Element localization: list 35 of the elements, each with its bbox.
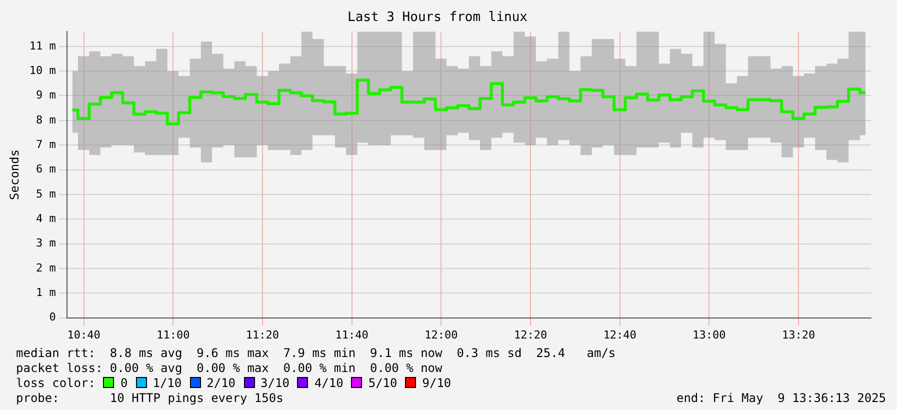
y-tick-label: 6 m [36, 162, 56, 176]
x-tick-label: 13:20 [782, 328, 816, 342]
x-tick-label: 11:20 [246, 328, 280, 342]
text: 9/10 [422, 376, 452, 390]
y-tick-label: 7 m [36, 138, 56, 151]
y-axis-title: Seconds [7, 149, 22, 200]
y-tick-label: 11 m [29, 39, 56, 52]
y-tick-label: 8 m [36, 113, 56, 126]
y-tick-label: 0 [49, 310, 56, 324]
x-tick-label: 12:00 [424, 328, 458, 342]
text: 4/10 [314, 376, 344, 390]
y-tick-label: 10 m [29, 64, 56, 77]
y-tick-label: 5 m [36, 187, 56, 200]
text: 0 [120, 376, 128, 390]
text: loss color: [16, 376, 96, 390]
x-tick-label: 12:40 [603, 328, 636, 342]
y-tick-label: 2 m [36, 261, 56, 274]
chart-title: Last 3 Hours from linux [347, 10, 528, 26]
text: packet loss: 0.00 % avg 0.00 % max 0.00 % min 0.00 % now [16, 361, 442, 375]
text: 1/10 [152, 376, 182, 390]
x-tick-label: 10:40 [67, 328, 100, 342]
y-tick-label: 3 m [36, 236, 56, 250]
text: 2/10 [206, 376, 236, 390]
text: probe: 10 HTTP pings every 150s [16, 391, 284, 405]
text: end: Fri May 9 13:36:13 2025 [676, 391, 886, 406]
x-tick-label: 11:00 [156, 328, 190, 342]
x-tick-label: 12:20 [514, 328, 548, 342]
y-tick-label: 4 m [36, 212, 56, 225]
text: 5/10 [368, 376, 398, 390]
y-tick-label: 1 m [36, 286, 56, 299]
text: median rtt: 8.8 ms avg 9.6 ms max 7.9 ms min 9.1 ms now 0.3 ms sd 25.4 am/s [16, 346, 616, 360]
text: 3/10 [260, 376, 290, 390]
x-tick-label: 11:40 [335, 328, 368, 342]
x-tick-label: 13:00 [692, 328, 726, 342]
y-tick-label: 9 m [36, 88, 56, 102]
